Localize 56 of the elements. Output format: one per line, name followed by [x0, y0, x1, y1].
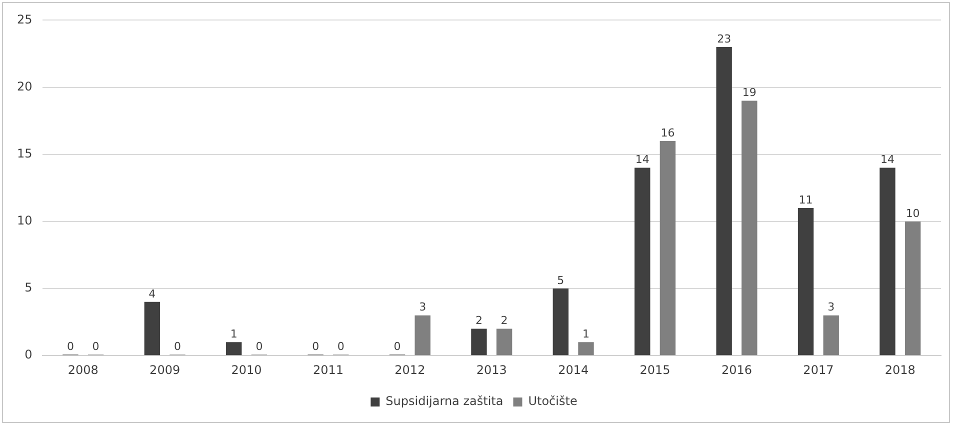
x-tick-label: 2013: [476, 362, 507, 377]
data-label: 14: [635, 153, 650, 166]
data-label: 23: [717, 32, 732, 46]
bar: [823, 315, 839, 356]
x-tick-label: 2009: [150, 362, 180, 377]
data-label: 14: [880, 153, 894, 166]
bar: [226, 342, 242, 356]
y-tick-label: 20: [16, 79, 32, 94]
y-tick-label: 0: [24, 348, 32, 362]
bar: [578, 342, 594, 356]
x-tick-label: 2010: [231, 362, 262, 377]
bar: [880, 168, 896, 356]
bar: [798, 208, 814, 356]
bar: [660, 140, 676, 356]
y-tick-label: 25: [16, 12, 32, 26]
bar: [496, 328, 512, 356]
bar: [414, 315, 430, 356]
x-tick-label: 2017: [803, 362, 834, 377]
data-label: 0: [174, 340, 181, 353]
data-label: 5: [557, 274, 564, 287]
x-tick-label: 2011: [312, 362, 344, 377]
data-label: 0: [312, 340, 320, 353]
data-label: 0: [66, 340, 74, 353]
legend-label: Utočište: [528, 394, 578, 408]
bar: [144, 302, 160, 356]
bar: [634, 168, 650, 356]
x-tick-label: 2008: [68, 362, 98, 377]
legend-label: Supsidijarna zaštita: [386, 394, 504, 408]
bar: [471, 328, 487, 356]
data-label: 0: [256, 340, 263, 353]
data-label: 3: [828, 300, 835, 314]
data-label: 19: [742, 86, 756, 100]
data-label: 1: [582, 328, 590, 341]
x-tick-label: 2016: [721, 362, 752, 377]
x-tick-label: 2015: [640, 362, 670, 377]
data-label: 0: [92, 340, 100, 353]
x-tick-label: 2018: [884, 362, 916, 377]
data-label: 16: [660, 126, 675, 140]
data-label: 2: [500, 314, 508, 328]
x-tick-label: 2012: [394, 362, 426, 377]
x-tick-label: 2014: [558, 362, 589, 377]
data-label: 0: [337, 340, 344, 353]
bar: [742, 100, 758, 356]
data-label: 10: [906, 206, 920, 220]
data-label: 0: [394, 340, 401, 353]
data-label: 2: [475, 314, 482, 328]
data-label: 1: [230, 328, 238, 341]
bar: [552, 288, 569, 356]
bar: [904, 221, 921, 356]
data-label: 11: [798, 193, 813, 206]
y-tick-label: 5: [24, 280, 32, 295]
data-label: 4: [148, 287, 156, 300]
y-tick-label: 15: [16, 146, 32, 160]
data-label: 3: [419, 300, 426, 314]
bar: [716, 47, 732, 356]
y-tick-label: 10: [16, 214, 32, 228]
